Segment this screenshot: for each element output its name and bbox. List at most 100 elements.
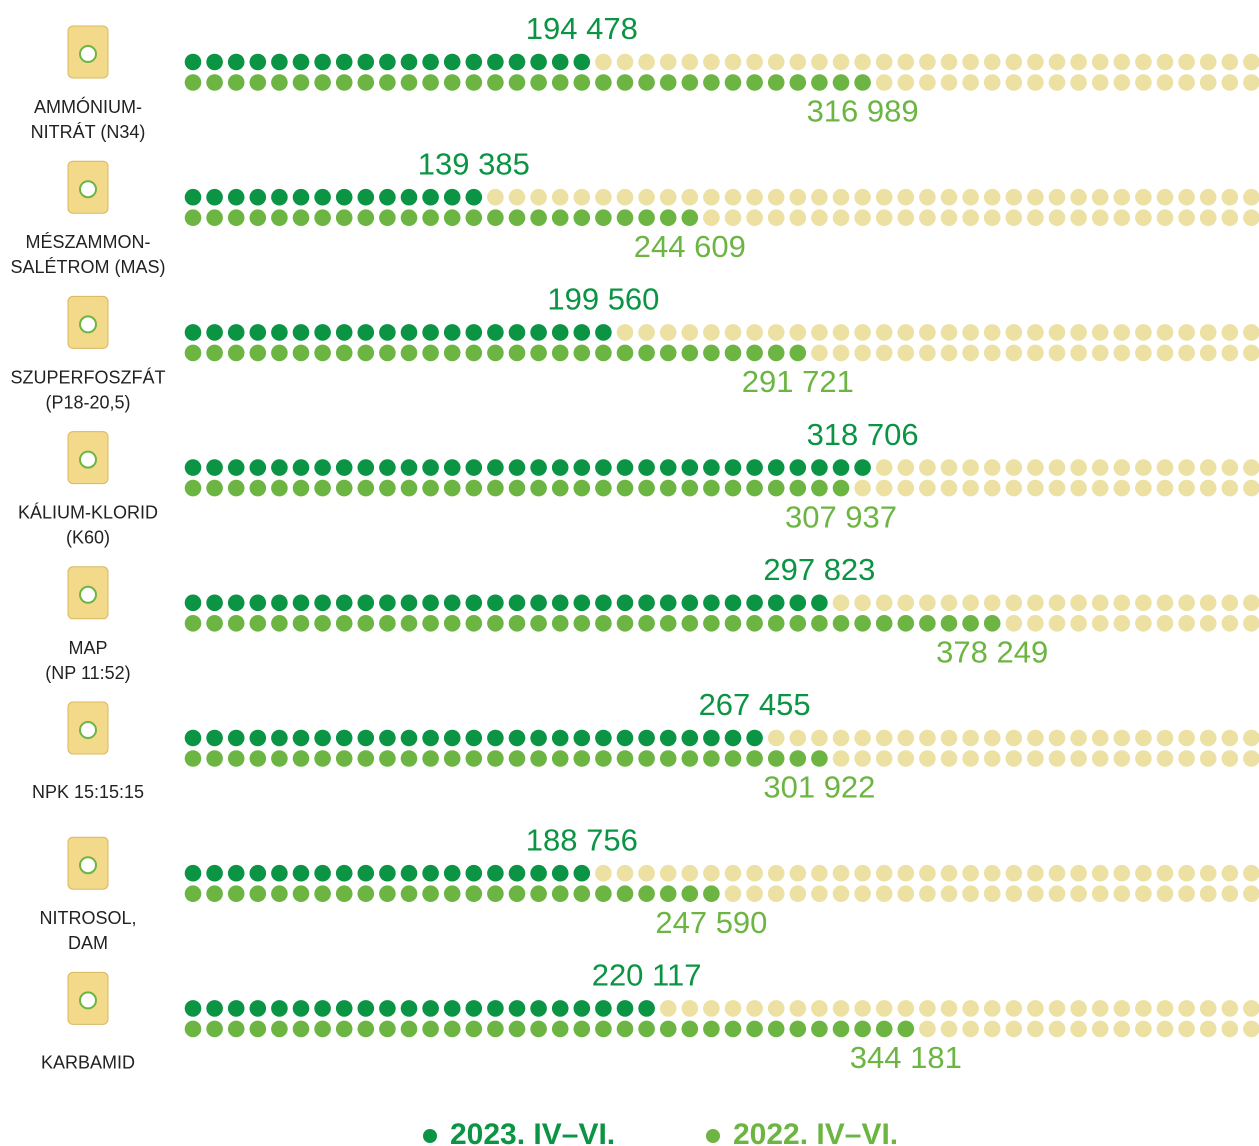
background-dot	[1070, 459, 1087, 476]
background-dot	[1070, 53, 1087, 71]
dot	[638, 344, 655, 362]
dot	[314, 188, 331, 206]
icon-badge	[79, 315, 97, 334]
dot	[314, 750, 331, 767]
background-dot	[919, 74, 936, 91]
background-dot	[1135, 1020, 1152, 1038]
dot	[638, 209, 655, 226]
background-dot	[875, 324, 893, 341]
dot	[724, 729, 742, 747]
dot	[227, 74, 245, 91]
background-dot	[1199, 209, 1217, 226]
dot	[271, 53, 288, 71]
dot	[724, 750, 742, 767]
background-dot	[1091, 594, 1109, 612]
dot	[422, 594, 439, 612]
dot	[681, 750, 699, 767]
dot	[616, 74, 634, 91]
background-dot	[1135, 615, 1152, 632]
background-dot	[1199, 729, 1217, 747]
dot	[271, 74, 288, 91]
background-dot	[1135, 885, 1152, 902]
dot	[379, 344, 396, 362]
dot	[379, 729, 396, 747]
dot	[184, 750, 202, 767]
dot	[314, 479, 331, 497]
background-dot	[1199, 1000, 1217, 1017]
category-line: MÉSZAMMON-	[26, 232, 151, 252]
dot	[314, 324, 331, 341]
dot	[681, 615, 699, 632]
dot	[314, 53, 331, 71]
background-dot	[1199, 1020, 1217, 1038]
dot	[530, 209, 547, 226]
dot	[724, 74, 742, 91]
dot	[206, 729, 223, 747]
value-label: 344 181	[850, 1040, 962, 1075]
dot	[314, 729, 331, 747]
background-dot	[638, 864, 655, 882]
dot-bar	[184, 750, 828, 767]
dot	[292, 459, 310, 476]
background-dot	[1091, 1020, 1109, 1038]
dot	[206, 188, 223, 206]
background-dot	[919, 53, 936, 71]
dot	[746, 459, 763, 476]
background-dot	[1091, 344, 1109, 362]
background-dot	[962, 1000, 979, 1017]
category-line: KARBAMID	[41, 1052, 135, 1072]
background-dot	[832, 53, 850, 71]
dot	[292, 594, 310, 612]
dot	[443, 615, 461, 632]
background-dot	[811, 885, 828, 902]
background-dot	[1048, 729, 1066, 747]
dot	[595, 615, 612, 632]
background-dot	[940, 344, 958, 362]
background-dot	[1221, 885, 1239, 902]
background-dot	[1135, 344, 1152, 362]
background-dot	[724, 53, 742, 71]
dot	[400, 615, 418, 632]
dot	[724, 594, 742, 612]
dot	[616, 1000, 634, 1017]
background-dot	[1178, 459, 1195, 476]
background-dot	[659, 864, 677, 882]
dot	[227, 885, 245, 902]
category-line: (K60)	[66, 527, 110, 547]
background-dot	[962, 479, 979, 497]
dot	[335, 74, 353, 91]
dot	[595, 750, 612, 767]
dot	[184, 459, 202, 476]
background-dot	[789, 209, 807, 226]
dot	[487, 459, 504, 476]
dot	[551, 615, 569, 632]
background-dot	[1178, 729, 1195, 747]
dot	[184, 594, 202, 612]
dot	[767, 344, 785, 362]
dot	[573, 750, 591, 767]
dot	[962, 615, 979, 632]
background-dot	[1113, 324, 1131, 341]
dot	[465, 729, 483, 747]
icon-badge	[79, 450, 97, 469]
category-line: SZUPERFOSZFÁT	[10, 367, 165, 387]
dot	[508, 885, 526, 902]
dot	[487, 479, 504, 497]
background-dot	[1005, 594, 1023, 612]
dot	[875, 615, 893, 632]
dot	[227, 459, 245, 476]
dot	[487, 594, 504, 612]
background-dot	[1048, 74, 1066, 91]
legend-marker	[423, 1129, 437, 1143]
background-dot	[1221, 479, 1239, 497]
background-dot	[1178, 750, 1195, 767]
dot	[746, 344, 763, 362]
dot	[638, 1000, 655, 1017]
background-dot	[962, 53, 979, 71]
category-label: SZUPERFOSZFÁT (P18-20,5)	[10, 367, 165, 412]
dot	[227, 188, 245, 206]
background-dot	[1005, 53, 1023, 71]
dot	[292, 885, 310, 902]
background-dot	[659, 188, 677, 206]
dot-bar	[184, 1020, 915, 1038]
